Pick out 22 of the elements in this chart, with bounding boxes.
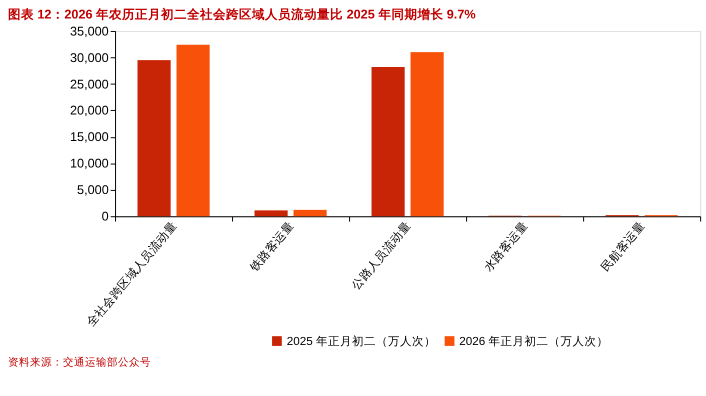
y-tick-label: 25,000 — [70, 77, 109, 92]
bar — [372, 66, 405, 216]
x-tick-label: 水路客运量 — [481, 218, 530, 274]
bar — [176, 44, 210, 216]
y-tick-label: 35,000 — [70, 24, 109, 38]
chart-title: 图表 12：2026 年农历正月初二全社会跨区域人员流动量比 2025 年同期增长 9.7% — [8, 6, 476, 22]
y-tick-label: 5,000 — [77, 183, 109, 198]
y-tick-label: 10,000 — [70, 156, 109, 171]
bar — [137, 60, 171, 216]
legend-label: 2026 年正月初二（万人次） — [459, 334, 609, 348]
x-tick-label: 铁路客运量 — [246, 218, 296, 275]
bar — [254, 210, 288, 216]
bar — [294, 210, 327, 216]
y-tick-label: 0 — [102, 210, 109, 224]
y-tick-label: 30,000 — [70, 50, 109, 65]
y-tick-label: 20,000 — [70, 104, 109, 118]
text: 资料来源：交通运输部公众号 — [8, 355, 151, 368]
x-tick-label: 民航客运量 — [598, 218, 648, 274]
bar — [410, 52, 444, 216]
y-tick-label: 15,000 — [70, 130, 109, 144]
x-tick-label: 公路人员流动量 — [348, 218, 414, 292]
legend-label: 2025 年正月初二（万人次） — [286, 334, 436, 348]
